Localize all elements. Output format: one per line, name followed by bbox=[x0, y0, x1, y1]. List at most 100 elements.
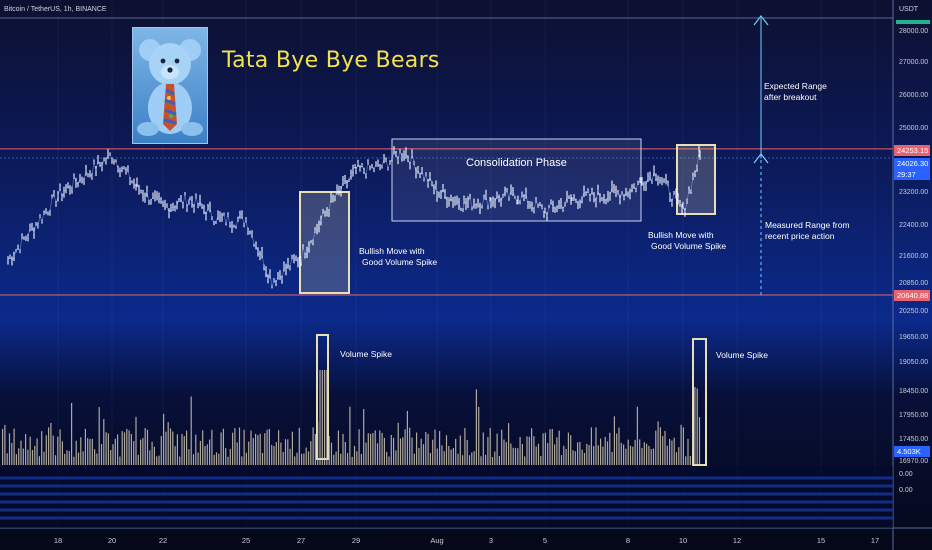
volume-bar bbox=[510, 443, 512, 465]
volume-bar bbox=[27, 449, 29, 465]
volume-bar bbox=[593, 446, 595, 465]
volume-bar bbox=[77, 452, 80, 465]
volume-bar bbox=[386, 451, 388, 465]
volume-bar bbox=[236, 442, 238, 465]
volume-bar bbox=[586, 443, 588, 465]
volume-bar bbox=[485, 454, 487, 465]
measured-range-arrowhead bbox=[753, 153, 769, 164]
volume-bar bbox=[439, 431, 441, 465]
volume-bar bbox=[321, 370, 323, 465]
volume-bar bbox=[399, 438, 402, 465]
volume-bar bbox=[137, 454, 139, 465]
volume-bar bbox=[126, 428, 128, 465]
volume-bar bbox=[314, 434, 316, 465]
volume-bar bbox=[112, 444, 114, 465]
volume-bar bbox=[388, 456, 390, 465]
volume-bar bbox=[459, 435, 461, 465]
volume-bar bbox=[264, 433, 266, 465]
volume-bar bbox=[632, 446, 634, 465]
volume-bar bbox=[128, 430, 130, 465]
volume-bar bbox=[496, 433, 498, 465]
price-axis-marker bbox=[896, 20, 930, 24]
volume-bar bbox=[666, 445, 668, 465]
x-tick-label: 29 bbox=[351, 536, 361, 545]
volume-bar bbox=[135, 416, 137, 465]
x-tick-label: 20 bbox=[107, 536, 117, 545]
volume-bar bbox=[418, 447, 420, 465]
y-tick-label: 17450.00 bbox=[899, 436, 929, 443]
volume-bar bbox=[363, 409, 365, 465]
volume-bar bbox=[103, 419, 105, 465]
y-tick-label: 23200.00 bbox=[899, 189, 929, 196]
volume-bar bbox=[367, 433, 369, 465]
volume-bar bbox=[618, 427, 620, 465]
volume-bar bbox=[441, 445, 443, 465]
volume-spike-note-2: Volume Spike bbox=[716, 350, 768, 360]
volume-bar bbox=[487, 437, 489, 465]
volume-bar bbox=[613, 416, 615, 465]
volume-bar bbox=[73, 456, 75, 465]
volume-bar bbox=[406, 410, 408, 465]
volume-bar bbox=[156, 456, 158, 465]
x-tick-label: 10 bbox=[678, 536, 688, 545]
volume-bar bbox=[565, 449, 567, 465]
volume-bar bbox=[333, 454, 335, 465]
x-tick-label: 18 bbox=[53, 536, 63, 545]
volume-bar bbox=[64, 453, 66, 465]
volume-bar bbox=[280, 442, 282, 465]
price-line bbox=[7, 149, 701, 287]
volume-bar bbox=[427, 433, 429, 465]
volume-bar bbox=[627, 439, 629, 465]
x-tick-label: 27 bbox=[296, 536, 306, 545]
volume-bar bbox=[222, 428, 224, 465]
volume-bar bbox=[84, 428, 86, 465]
volume-bar bbox=[117, 434, 119, 465]
volume-bar bbox=[22, 448, 24, 465]
volume-bar bbox=[689, 455, 691, 465]
volume-bar bbox=[365, 442, 367, 465]
volume-bar bbox=[588, 445, 590, 465]
volume-bar bbox=[535, 446, 537, 465]
x-tick-label: 17 bbox=[870, 536, 880, 545]
volume-bar bbox=[160, 436, 162, 465]
volume-bar bbox=[434, 429, 436, 465]
volume-bar bbox=[107, 433, 109, 465]
x-tick-label: 15 bbox=[816, 536, 826, 545]
volume-bar bbox=[549, 429, 551, 465]
volume-bar bbox=[312, 427, 314, 465]
volume-bar bbox=[673, 437, 675, 465]
volume-bar bbox=[468, 455, 471, 465]
volume-bar bbox=[319, 370, 321, 465]
volume-bar bbox=[268, 428, 270, 465]
volume-bar bbox=[340, 453, 342, 465]
volume-bar bbox=[420, 438, 422, 465]
volume-bar bbox=[271, 444, 273, 465]
volume-bar bbox=[669, 439, 671, 465]
x-tick-label: 12 bbox=[732, 536, 742, 545]
volume-bar bbox=[48, 427, 50, 465]
volume-bar bbox=[142, 437, 144, 465]
volume-bar bbox=[436, 448, 438, 465]
volume-bar bbox=[96, 453, 98, 465]
volume-bar bbox=[639, 439, 641, 465]
volume-bar bbox=[356, 451, 358, 465]
y-tick-label: 28000.00 bbox=[899, 28, 929, 35]
volume-bar bbox=[294, 456, 296, 465]
volume-bar bbox=[123, 432, 126, 465]
volume-bar bbox=[282, 451, 284, 465]
oscillator-value-2: 0.00 bbox=[899, 487, 913, 494]
volume-bar bbox=[464, 427, 466, 465]
volume-bar bbox=[188, 449, 190, 465]
volume-bar bbox=[243, 429, 245, 465]
volume-bar bbox=[215, 452, 218, 465]
level-lines bbox=[0, 148, 893, 296]
volume-bar bbox=[291, 431, 293, 465]
volume-bar bbox=[349, 406, 351, 465]
volume-bar bbox=[521, 443, 523, 465]
volume-bar bbox=[478, 406, 480, 465]
volume-bar bbox=[595, 427, 597, 465]
volume-bar bbox=[158, 455, 160, 465]
volume-bar bbox=[567, 432, 569, 465]
volume-bar bbox=[52, 435, 54, 465]
volume-bar bbox=[50, 422, 52, 465]
